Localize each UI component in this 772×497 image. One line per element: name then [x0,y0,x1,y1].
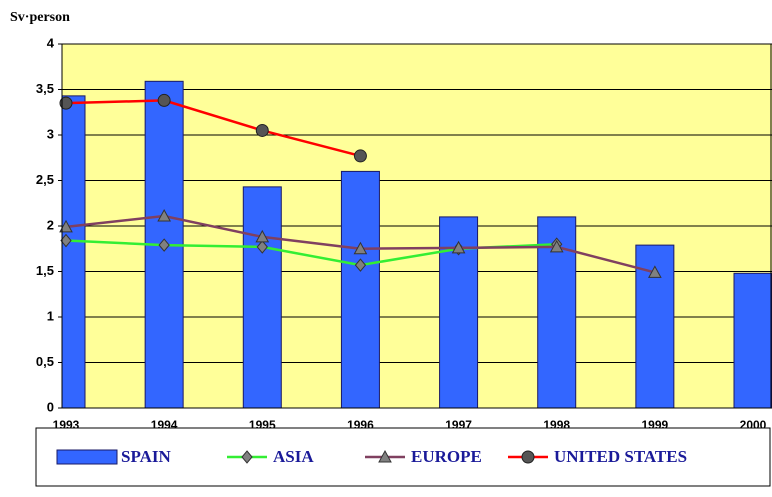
y-tick-label: 0,5 [36,354,54,369]
y-tick-label: 2,5 [36,172,54,187]
y-tick-label: 4 [47,35,55,50]
marker [255,123,269,137]
y-tick-label: 2 [47,217,54,232]
bars [62,80,772,408]
legend-marker [241,450,253,464]
marker [451,240,466,254]
y-tick-label: 1,5 [36,263,54,278]
marker [255,229,270,243]
marker [60,233,72,248]
y-axis-label: Sv·person [10,10,70,25]
bar [62,95,86,408]
marker [59,96,73,110]
y-tick-label: 3,5 [36,81,54,96]
marker [158,238,170,252]
marker [256,240,268,254]
legend-marker [521,450,535,464]
legend-marker [378,449,392,463]
marker [648,265,662,278]
line [65,99,361,158]
bar [635,244,675,408]
marker [157,93,171,107]
legend-label: EUROPE [411,447,482,466]
plot-border [61,43,772,409]
bar [242,186,282,408]
bar [340,170,380,408]
legend-swatch [56,449,118,465]
y-tick-label: 0 [47,399,54,414]
bar [733,272,772,408]
marker [353,241,368,255]
marker [59,219,73,233]
y-tick-label: 1 [47,308,54,323]
legend-label: UNITED STATES [554,447,687,466]
legend-label: SPAIN [121,447,171,466]
marker [354,258,367,272]
marker [353,149,367,163]
y-tick-label: 3 [47,126,54,141]
marker [157,208,171,222]
marker [549,239,564,253]
legend-label: ASIA [273,447,314,466]
